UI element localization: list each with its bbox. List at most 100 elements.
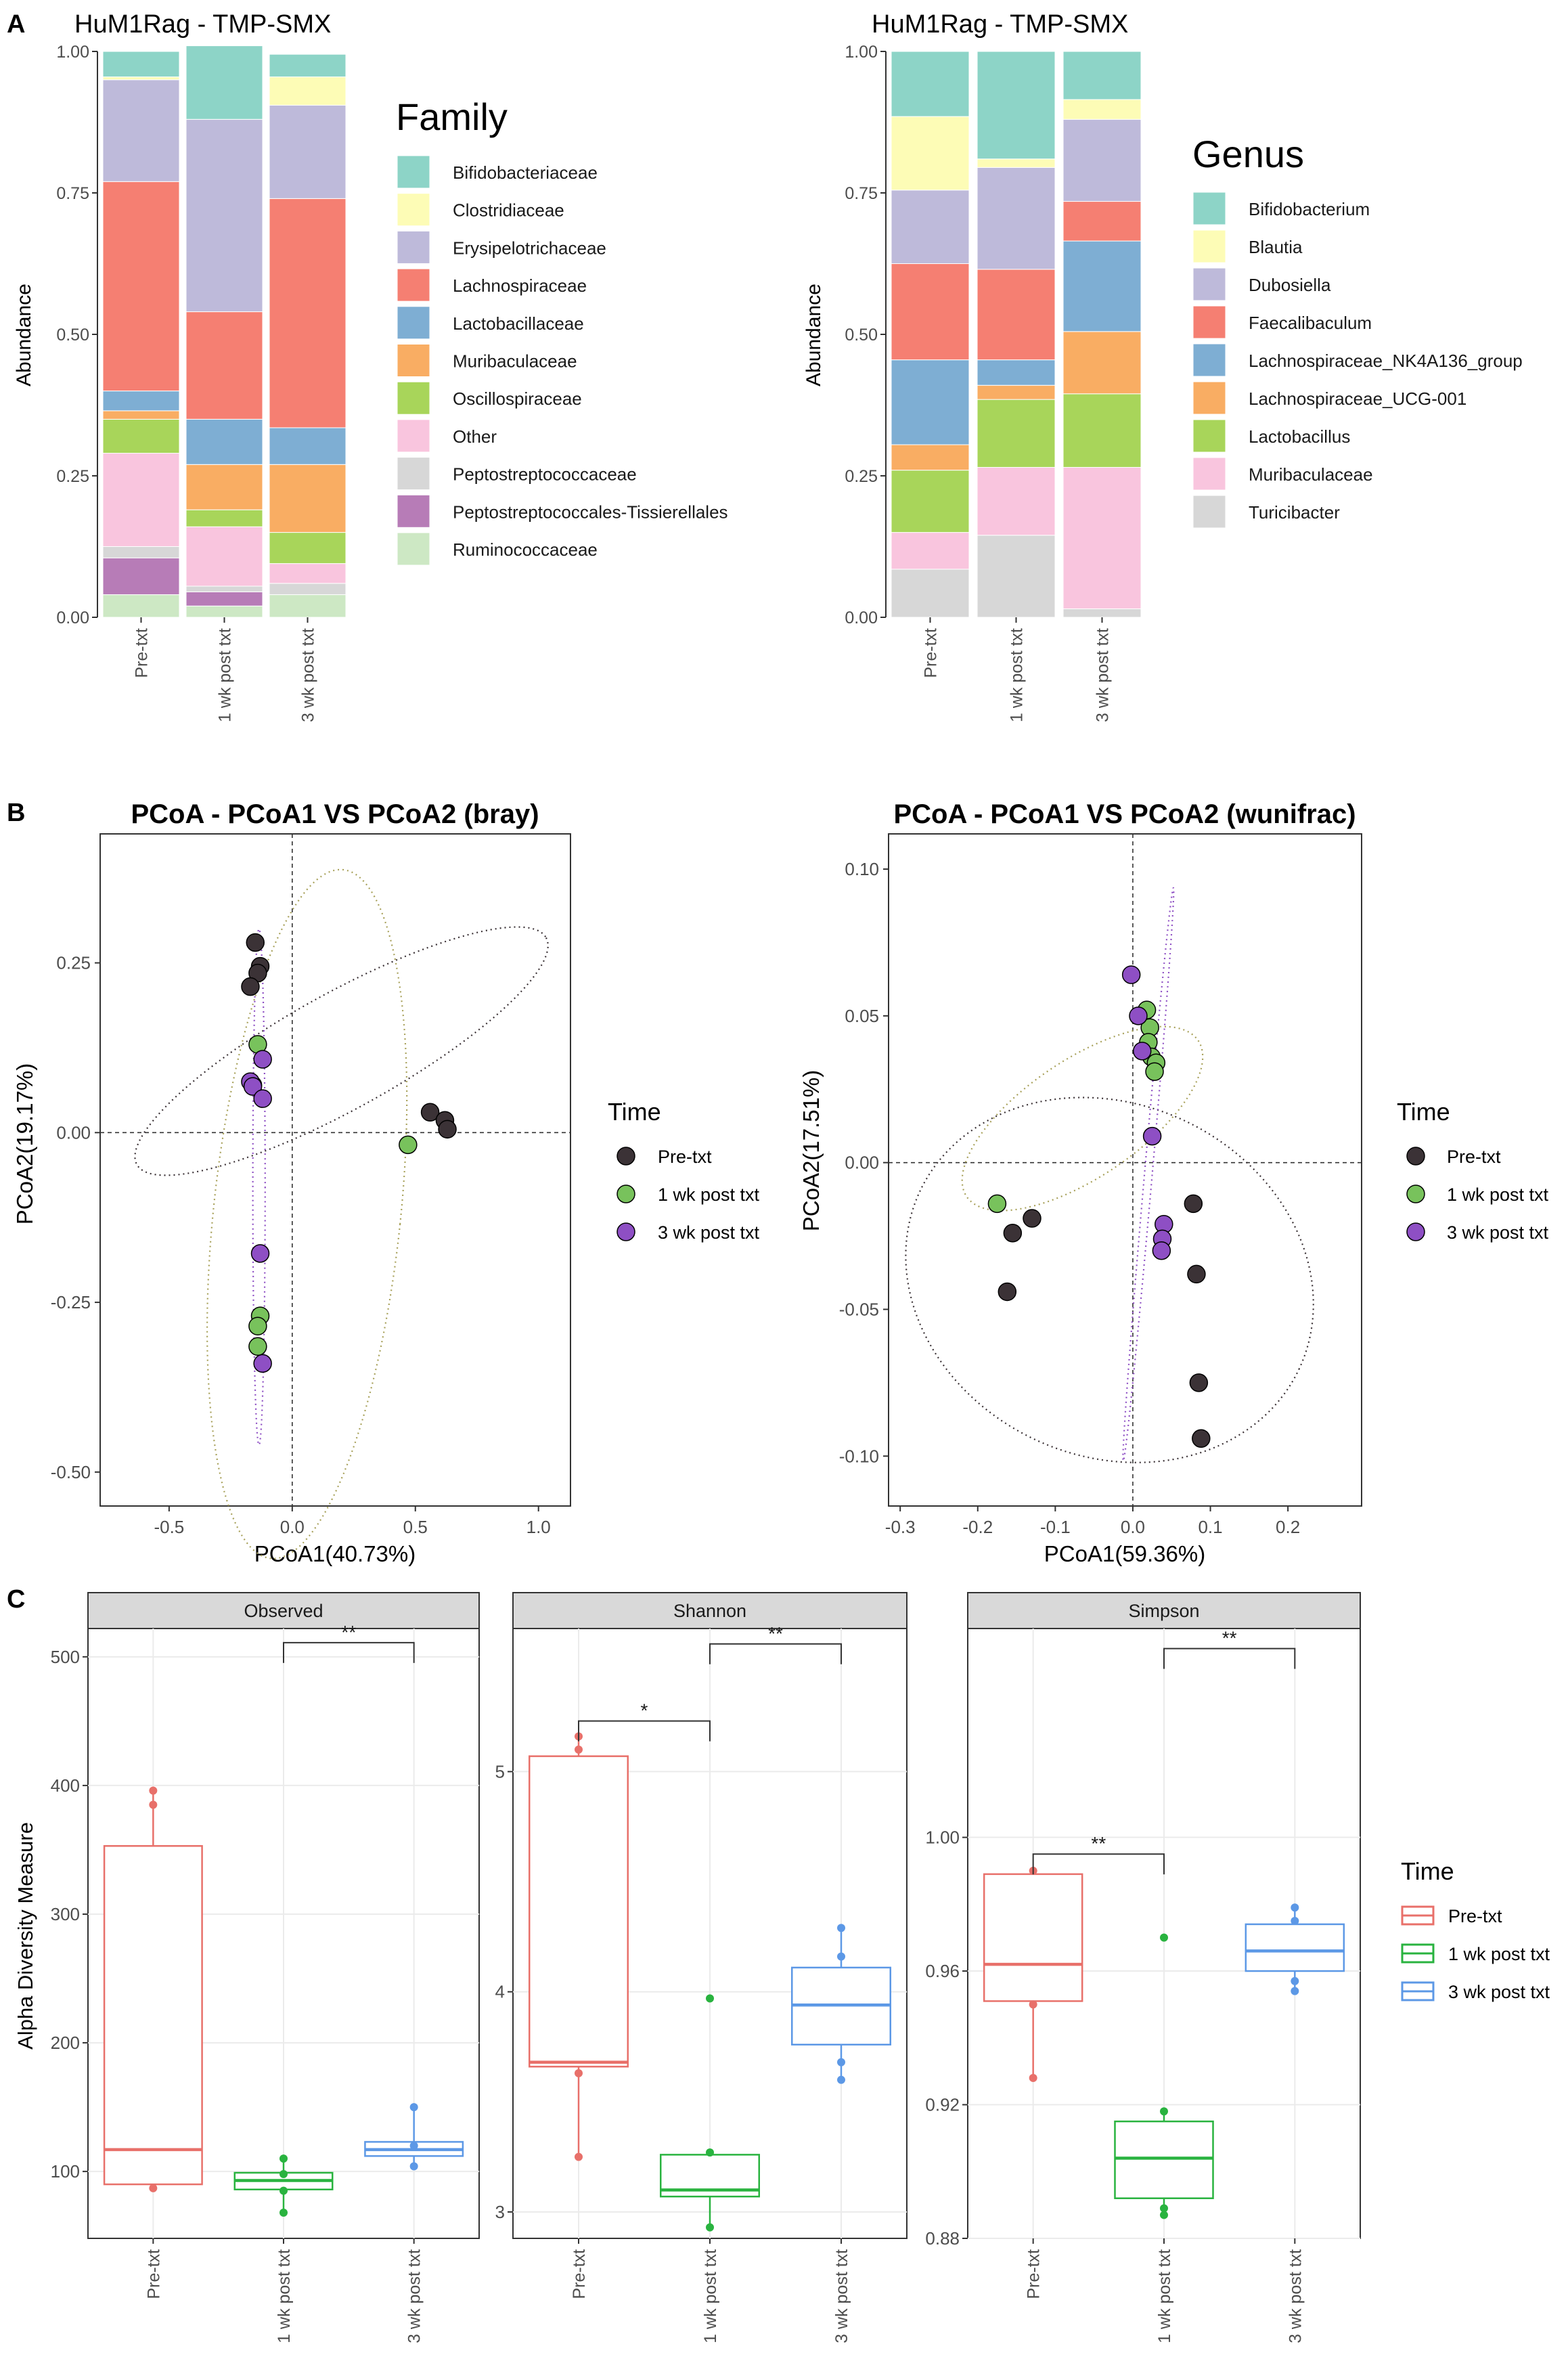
alpha-legend-key-pre: [1401, 1905, 1435, 1926]
legend-label: Muribaculaceae: [453, 351, 577, 372]
bar-segment: [102, 546, 180, 558]
x-tick-label: 3 wk post txt: [1286, 2249, 1305, 2343]
pcoa-bray-plot: PCoA - PCoA1 VS PCoA2 (bray) PCoA1(40.73…: [12, 799, 760, 1566]
x-tick-label: -0.1: [1040, 1517, 1071, 1537]
x-tick-label: 1 wk post txt: [1008, 628, 1027, 722]
box-data-point: [409, 2142, 418, 2150]
y-tick-label: 0.96: [925, 1961, 960, 1981]
x-tick-label: 0.5: [403, 1517, 428, 1537]
bar-segment: [977, 384, 1056, 400]
legend-swatch: [1192, 419, 1226, 453]
legend-swatch: [1192, 495, 1226, 529]
bar-segment: [977, 466, 1056, 536]
legend-swatch: [397, 155, 430, 189]
legend-label: Bifidobacterium: [1249, 199, 1370, 219]
wunifrac-legend-label-3wk: 3 wk post txt: [1447, 1222, 1549, 1243]
confidence-ellipse: [252, 928, 266, 1446]
x-tick-label: 3 wk post txt: [832, 2249, 851, 2343]
significance-bracket: [1032, 1853, 1165, 1875]
confidence-ellipse: [206, 868, 408, 1559]
data-point: [248, 1337, 267, 1356]
significance-bracket: [1163, 1647, 1296, 1669]
plot-frame: [888, 833, 1362, 1507]
wunifrac-legend-key-1wk: [1406, 1184, 1425, 1203]
bar-segment: [185, 45, 263, 120]
data-point: [1142, 1126, 1162, 1146]
box-data-point: [1291, 1976, 1299, 1985]
legend-swatch: [1192, 457, 1226, 491]
alpha-legend-label-3wk: 3 wk post txt: [1448, 1982, 1550, 2002]
bray-legend: Time Pre-txt 1 wk post txt 3 wk post txt: [608, 1098, 760, 1243]
y-tick-label: 0.25: [56, 953, 91, 973]
bar-segment: [269, 427, 346, 465]
legend-swatch: [1192, 381, 1226, 415]
legend-swatch: [1192, 267, 1226, 301]
data-point: [1145, 1062, 1164, 1081]
bar-segment: [102, 181, 180, 392]
significance-label: **: [1222, 1628, 1237, 1649]
bar-segment: [102, 79, 180, 182]
bar-segment: [185, 591, 263, 606]
legend-swatch: [397, 381, 430, 415]
bar-segment: [1062, 608, 1142, 618]
x-tick-label: 0.0: [1121, 1517, 1145, 1537]
y-tick-label: 100: [51, 2161, 80, 2182]
legend-swatch: [1192, 343, 1226, 377]
bar-segment: [102, 557, 180, 596]
bar-segment: [185, 464, 263, 510]
legend-swatch: [397, 230, 430, 264]
box-data-point: [837, 1952, 845, 1961]
bar-segment: [102, 410, 180, 420]
box-data-point: [837, 2058, 845, 2066]
data-point: [253, 1050, 272, 1069]
y-tick-label: 1.00: [56, 43, 89, 62]
y-tick-label: -0.10: [839, 1446, 879, 1466]
box-data-point: [149, 1786, 158, 1795]
box-data-point: [1160, 2107, 1168, 2116]
wunifrac-legend-label-pre: Pre-txt: [1447, 1147, 1501, 1167]
bar-segment: [269, 532, 346, 564]
y-tick-label: 1.00: [925, 1828, 960, 1848]
data-point: [253, 1089, 272, 1108]
bar-segment: [269, 53, 346, 78]
y-tick-label: 0.00: [56, 608, 89, 627]
bar-segment: [891, 470, 970, 533]
bar-segment: [1062, 393, 1142, 468]
bray-y-axis-label: PCoA2(19.17%): [12, 1063, 37, 1224]
bar-segment: [102, 453, 180, 547]
plot-frame: [99, 833, 571, 1507]
significance-label: *: [641, 1700, 648, 1721]
box-body: [529, 1755, 629, 2068]
bar-segment: [977, 399, 1056, 468]
y-tick-label: -0.05: [839, 1299, 879, 1319]
genus-chart-title: HuM1Rag - TMP-SMX: [872, 10, 1128, 39]
y-tick-label: 300: [51, 1904, 80, 1924]
bar-segment: [977, 359, 1056, 386]
confidence-ellipse: [961, 1025, 1204, 1212]
bar-segment: [977, 535, 1056, 618]
legend-label: Other: [453, 426, 497, 447]
shannon-box-plot: Shannon 3 4 5 Pre-txt 1 wk post txt 3 wk post …: [495, 1592, 908, 2343]
legend-label: Lachnospiraceae_UCG-001: [1249, 389, 1466, 409]
bar-segment: [269, 76, 346, 106]
legend-label: Lachnospiraceae_NK4A136_group: [1249, 351, 1523, 371]
legend-label: Lactobacillus: [1249, 426, 1350, 447]
box-data-point: [1160, 1933, 1168, 1942]
box-data-point: [837, 1924, 845, 1932]
legend-label: Clostridiaceae: [453, 200, 564, 221]
x-tick-label: 3 wk post txt: [405, 2249, 424, 2343]
legend-label: Lactobacillaceae: [453, 313, 584, 334]
box-data-point: [1291, 1987, 1299, 1995]
bar-segment: [977, 158, 1056, 168]
x-tick-label: 0.2: [1276, 1517, 1300, 1537]
data-point: [243, 1077, 263, 1096]
bar-segment: [891, 263, 970, 361]
box-data-point: [706, 2223, 714, 2232]
alpha-legend-key-3wk: [1401, 1981, 1435, 2001]
y-tick-label: 0.88: [925, 2228, 960, 2249]
legend-label: Muribaculaceae: [1249, 464, 1373, 485]
bar-segment: [102, 594, 180, 618]
bar-segment: [891, 116, 970, 191]
legend-label: Blautia: [1249, 237, 1303, 257]
data-point: [1023, 1209, 1041, 1228]
